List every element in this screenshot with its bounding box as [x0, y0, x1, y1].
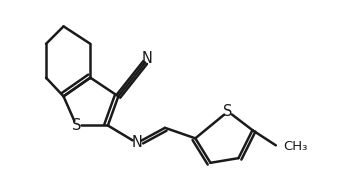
Text: CH₃: CH₃	[283, 140, 307, 153]
Text: S: S	[223, 104, 233, 119]
Text: N: N	[142, 51, 152, 66]
Text: N: N	[131, 136, 143, 150]
Text: S: S	[72, 118, 81, 133]
